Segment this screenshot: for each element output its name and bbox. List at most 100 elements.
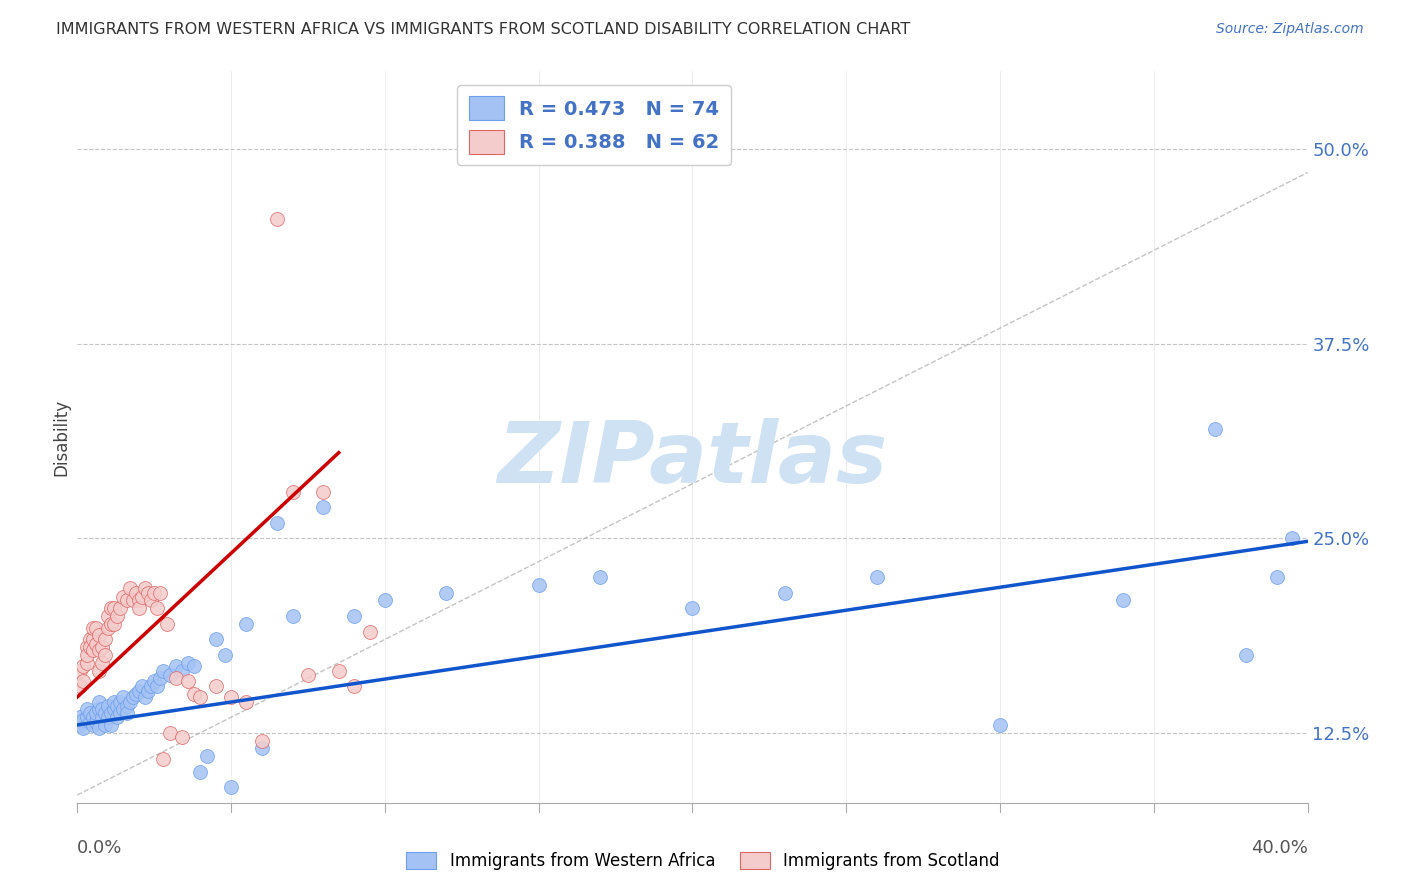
Point bbox=[103, 695, 125, 709]
Point bbox=[359, 624, 381, 639]
Point bbox=[250, 733, 273, 747]
Text: 40.0%: 40.0% bbox=[1251, 839, 1308, 857]
Text: Source: ZipAtlas.com: Source: ZipAtlas.com bbox=[1216, 22, 1364, 37]
Point bbox=[165, 658, 187, 673]
Point bbox=[204, 679, 226, 693]
Point bbox=[100, 601, 122, 615]
Point bbox=[84, 637, 107, 651]
Point bbox=[110, 706, 132, 720]
Point bbox=[76, 656, 98, 670]
Point bbox=[94, 648, 117, 662]
Point bbox=[103, 601, 125, 615]
Point bbox=[84, 706, 107, 720]
Point bbox=[76, 640, 98, 655]
Point bbox=[100, 706, 122, 720]
Point bbox=[146, 679, 169, 693]
Point bbox=[204, 632, 226, 647]
Text: ZIPatlas: ZIPatlas bbox=[498, 417, 887, 500]
Point bbox=[235, 695, 257, 709]
Point bbox=[97, 622, 120, 636]
Point bbox=[112, 690, 135, 704]
Point bbox=[110, 601, 132, 615]
Point bbox=[1204, 422, 1226, 436]
Point bbox=[87, 695, 110, 709]
Point bbox=[72, 714, 94, 728]
Point bbox=[90, 656, 114, 670]
Point bbox=[97, 710, 120, 724]
Point bbox=[115, 706, 138, 720]
Point bbox=[128, 683, 150, 698]
Point bbox=[866, 570, 889, 584]
Point bbox=[188, 764, 212, 779]
Point bbox=[183, 687, 205, 701]
Text: IMMIGRANTS FROM WESTERN AFRICA VS IMMIGRANTS FROM SCOTLAND DISABILITY CORRELATIO: IMMIGRANTS FROM WESTERN AFRICA VS IMMIGR… bbox=[56, 22, 911, 37]
Point bbox=[87, 628, 110, 642]
Point bbox=[159, 725, 181, 739]
Point bbox=[134, 690, 156, 704]
Point bbox=[159, 668, 181, 682]
Point bbox=[115, 593, 138, 607]
Point bbox=[136, 683, 159, 698]
Point bbox=[125, 585, 148, 599]
Point bbox=[94, 632, 117, 647]
Point bbox=[118, 695, 141, 709]
Point bbox=[115, 699, 138, 714]
Point bbox=[343, 679, 366, 693]
Point bbox=[149, 671, 172, 685]
Point bbox=[143, 674, 166, 689]
Point bbox=[112, 702, 135, 716]
Point bbox=[195, 749, 218, 764]
Point bbox=[235, 616, 257, 631]
Point bbox=[69, 679, 91, 693]
Point bbox=[281, 609, 304, 624]
Point bbox=[343, 609, 366, 624]
Point bbox=[105, 710, 128, 724]
Point bbox=[82, 710, 104, 724]
Point bbox=[82, 622, 104, 636]
Point bbox=[94, 706, 117, 720]
Point bbox=[72, 658, 94, 673]
Point bbox=[69, 710, 91, 724]
Point bbox=[103, 616, 125, 631]
Text: 0.0%: 0.0% bbox=[77, 839, 122, 857]
Point bbox=[312, 500, 335, 515]
Point bbox=[1281, 531, 1303, 545]
Point bbox=[69, 664, 91, 678]
Point bbox=[125, 687, 148, 701]
Point bbox=[131, 591, 153, 605]
Point bbox=[436, 585, 458, 599]
Point bbox=[87, 643, 110, 657]
Point bbox=[1265, 570, 1288, 584]
Point bbox=[312, 484, 335, 499]
Point bbox=[141, 679, 163, 693]
Point bbox=[90, 710, 114, 724]
Point bbox=[136, 585, 159, 599]
Point bbox=[214, 648, 236, 662]
Point bbox=[112, 591, 135, 605]
Point bbox=[128, 601, 150, 615]
Point bbox=[682, 601, 704, 615]
Point bbox=[72, 721, 94, 735]
Point bbox=[87, 664, 110, 678]
Point bbox=[527, 578, 550, 592]
Point bbox=[121, 593, 143, 607]
Point bbox=[374, 593, 396, 607]
Point bbox=[128, 593, 150, 607]
Point bbox=[69, 718, 91, 732]
Point bbox=[143, 585, 166, 599]
Point bbox=[82, 643, 104, 657]
Point bbox=[183, 658, 205, 673]
Point bbox=[105, 609, 128, 624]
Point bbox=[84, 622, 107, 636]
Point bbox=[165, 671, 187, 685]
Point bbox=[76, 648, 98, 662]
Point bbox=[170, 664, 193, 678]
Legend: Immigrants from Western Africa, Immigrants from Scotland: Immigrants from Western Africa, Immigran… bbox=[399, 845, 1007, 877]
Point bbox=[82, 718, 104, 732]
Point bbox=[87, 721, 110, 735]
Point bbox=[76, 702, 98, 716]
Point bbox=[79, 640, 101, 655]
Point bbox=[170, 731, 193, 745]
Point bbox=[131, 679, 153, 693]
Point bbox=[589, 570, 612, 584]
